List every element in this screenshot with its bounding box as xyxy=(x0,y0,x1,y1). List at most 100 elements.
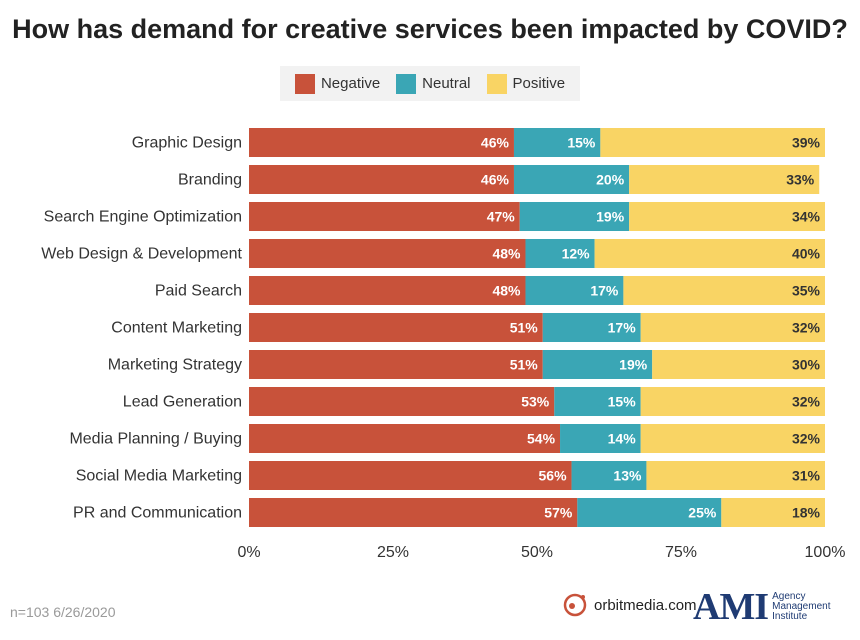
bar-positive-media-planning-buying xyxy=(640,424,825,453)
bar-negative-web-design-development xyxy=(249,239,526,268)
legend-item-negative: Negative xyxy=(294,73,381,94)
bar-positive-web-design-development xyxy=(594,239,825,268)
legend-swatch-negative xyxy=(294,73,315,94)
bar-negative-social-media-marketing xyxy=(249,461,572,490)
bar-negative-graphic-design xyxy=(249,128,514,157)
bar-neutral-pr-and-communication xyxy=(577,498,722,527)
data-label-neutral-lead-generation: 15% xyxy=(608,394,637,410)
data-label-negative-lead-generation: 53% xyxy=(521,394,550,410)
bar-positive-marketing-strategy xyxy=(652,350,825,379)
category-label-graphic-design: Graphic Design xyxy=(132,135,242,152)
data-label-neutral-media-planning-buying: 14% xyxy=(608,431,637,447)
data-label-neutral-search-engine-optimization: 19% xyxy=(596,209,625,225)
bar-positive-lead-generation xyxy=(640,387,825,416)
bar-neutral-search-engine-optimization xyxy=(519,202,630,231)
data-label-neutral-graphic-design: 15% xyxy=(567,135,596,151)
data-label-positive-content-marketing: 32% xyxy=(792,320,821,336)
data-label-positive-lead-generation: 32% xyxy=(792,394,821,410)
data-label-positive-social-media-marketing: 31% xyxy=(792,468,821,484)
legend: Negative Neutral Positive xyxy=(280,66,580,101)
x-tick-label-2: 50% xyxy=(521,544,553,561)
bar-negative-branding xyxy=(249,165,514,194)
category-label-search-engine-optimization: Search Engine Optimization xyxy=(44,209,242,226)
orbit-media-logo: orbitmedia.com xyxy=(562,592,697,618)
bar-neutral-paid-search xyxy=(525,276,624,305)
category-label-branding: Branding xyxy=(178,172,242,189)
data-label-neutral-paid-search: 17% xyxy=(590,283,619,299)
data-label-neutral-content-marketing: 17% xyxy=(608,320,637,336)
data-label-positive-marketing-strategy: 30% xyxy=(792,357,821,373)
data-label-positive-media-planning-buying: 32% xyxy=(792,431,821,447)
ami-sub-line-1: Agency xyxy=(772,591,806,602)
category-label-web-design-development: Web Design & Development xyxy=(41,246,242,263)
category-label-paid-search: Paid Search xyxy=(155,283,242,300)
bar-neutral-content-marketing xyxy=(542,313,641,342)
bar-positive-graphic-design xyxy=(600,128,825,157)
stacked-bar-chart: Graphic Design 46% 15% 39% Branding 46% 20% 33%… xyxy=(41,128,846,561)
bar-neutral-branding xyxy=(513,165,630,194)
x-tick-label-4: 100% xyxy=(805,544,846,561)
bar-positive-content-marketing xyxy=(640,313,825,342)
bar-neutral-media-planning-buying xyxy=(560,424,641,453)
bar-negative-paid-search xyxy=(249,276,526,305)
data-label-positive-paid-search: 35% xyxy=(792,283,821,299)
legend-label-positive: Positive xyxy=(512,75,566,92)
legend-label-neutral: Neutral xyxy=(422,75,471,92)
bar-negative-media-planning-buying xyxy=(249,424,561,453)
data-label-positive-branding: 33% xyxy=(786,172,815,188)
ami-sub-line-3: Institute xyxy=(772,611,808,622)
data-label-neutral-web-design-development: 12% xyxy=(562,246,591,262)
legend-item-neutral: Neutral xyxy=(396,73,471,94)
chart-title: How has demand for creative services bee… xyxy=(12,14,848,44)
bar-positive-search-engine-optimization xyxy=(629,202,825,231)
sample-size-footnote: n=103 6/26/2020 xyxy=(10,604,116,620)
data-label-negative-branding: 46% xyxy=(481,172,510,188)
category-label-marketing-strategy: Marketing Strategy xyxy=(108,357,242,374)
x-tick-label-3: 75% xyxy=(665,544,697,561)
category-label-lead-generation: Lead Generation xyxy=(123,394,242,411)
data-label-neutral-branding: 20% xyxy=(596,172,625,188)
x-tick-label-0: 0% xyxy=(237,544,260,561)
data-label-negative-marketing-strategy: 51% xyxy=(510,357,539,373)
orbit-logo-text: orbitmedia.com xyxy=(594,596,697,614)
bar-positive-branding xyxy=(629,165,820,194)
bar-negative-marketing-strategy xyxy=(249,350,543,379)
data-label-neutral-social-media-marketing: 13% xyxy=(613,468,642,484)
data-label-negative-media-planning-buying: 54% xyxy=(527,431,556,447)
bar-neutral-marketing-strategy xyxy=(542,350,653,379)
ami-logo-subtitle: Agency Management Institute xyxy=(772,592,830,622)
category-label-media-planning-buying: Media Planning / Buying xyxy=(69,431,242,448)
data-label-negative-paid-search: 48% xyxy=(492,283,521,299)
ami-sub-line-2: Management xyxy=(772,601,831,612)
data-label-negative-social-media-marketing: 56% xyxy=(539,468,568,484)
bar-neutral-social-media-marketing xyxy=(571,461,647,490)
data-label-positive-pr-and-communication: 18% xyxy=(792,505,821,521)
ami-logo-letters: AMI xyxy=(693,586,769,628)
legend-label-negative: Negative xyxy=(320,75,381,92)
bar-negative-pr-and-communication xyxy=(249,498,578,527)
data-label-neutral-marketing-strategy: 19% xyxy=(619,357,648,373)
orbit-logo-icon xyxy=(563,593,587,617)
category-label-content-marketing: Content Marketing xyxy=(111,320,242,337)
data-label-neutral-pr-and-communication: 25% xyxy=(688,505,717,521)
data-label-positive-graphic-design: 39% xyxy=(792,135,821,151)
data-label-negative-search-engine-optimization: 47% xyxy=(487,209,516,225)
bar-neutral-lead-generation xyxy=(554,387,641,416)
category-label-social-media-marketing: Social Media Marketing xyxy=(76,468,242,485)
bar-positive-pr-and-communication xyxy=(721,498,825,527)
data-label-negative-pr-and-communication: 57% xyxy=(544,505,573,521)
bar-positive-paid-search xyxy=(623,276,825,305)
bar-neutral-graphic-design xyxy=(513,128,601,157)
legend-item-positive: Positive xyxy=(486,73,566,94)
bar-negative-content-marketing xyxy=(249,313,543,342)
data-label-negative-content-marketing: 51% xyxy=(510,320,539,336)
bar-positive-social-media-marketing xyxy=(646,461,825,490)
data-label-negative-web-design-development: 48% xyxy=(492,246,521,262)
x-tick-label-1: 25% xyxy=(377,544,409,561)
data-label-negative-graphic-design: 46% xyxy=(481,135,510,151)
data-label-positive-search-engine-optimization: 34% xyxy=(792,209,821,225)
bar-negative-search-engine-optimization xyxy=(249,202,520,231)
ami-logo: AMI Agency Management Institute xyxy=(693,588,830,626)
bar-neutral-web-design-development xyxy=(525,239,595,268)
legend-swatch-positive xyxy=(486,73,507,94)
